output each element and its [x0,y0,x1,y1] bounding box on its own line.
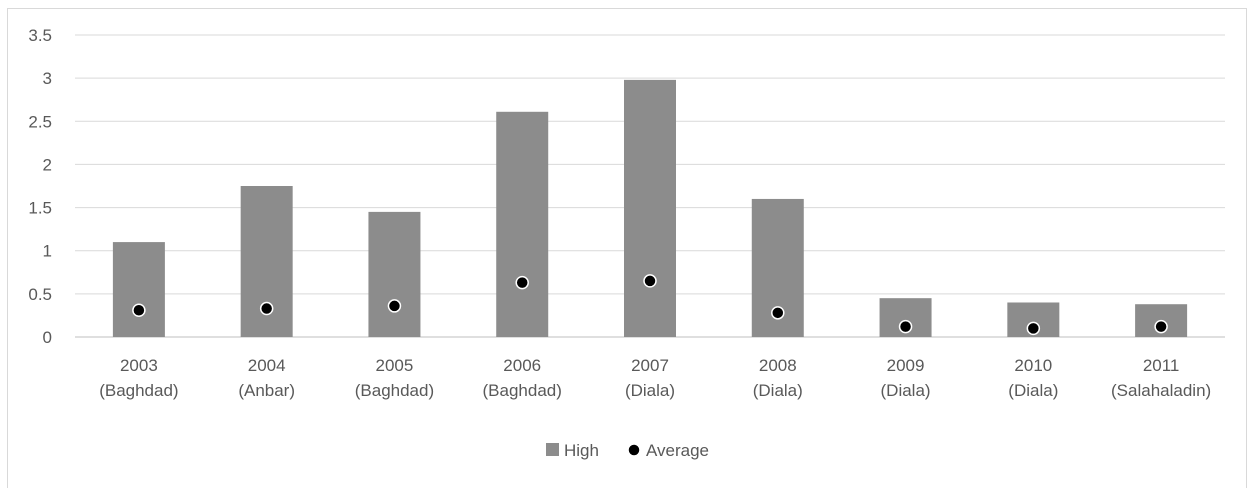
x-tick-label: (Baghdad) [355,381,434,400]
y-tick-label: 2.5 [28,112,52,131]
markers-average [132,274,1168,336]
x-tick-label: 2003 [120,356,158,375]
legend-label-high: High [564,441,599,460]
y-tick-label: 3.5 [28,26,52,45]
bar-high [624,79,676,338]
y-tick-label: 2 [43,155,52,174]
x-tick-label: 2005 [376,356,414,375]
x-tick-label: (Salahaladin) [1111,381,1211,400]
y-tick-label: 1.5 [28,199,52,218]
x-tick-label: (Diala) [753,381,803,400]
y-tick-label: 0.5 [28,285,52,304]
x-tick-label: 2008 [759,356,797,375]
x-tick-label: 2004 [248,356,286,375]
x-tick-label: 2010 [1014,356,1052,375]
marker-average [515,275,529,290]
x-axis-ticks: 2003 (Baghdad) 2004 (Anbar) 2005 (Baghdad) 200… [99,356,1211,400]
x-tick-label: 2006 [503,356,541,375]
marker-average [1026,321,1041,336]
legend-marker-average [627,443,641,457]
marker-average [898,319,913,334]
y-tick-label: 1 [43,242,52,261]
marker-average [771,306,785,320]
marker-average [643,274,657,288]
bar-high [496,111,549,338]
x-tick-label: 2011 [1143,356,1180,375]
legend-swatch-high [546,443,559,456]
x-tick-label: 2009 [887,356,925,375]
bars-high [112,79,1188,338]
legend: High Average [546,441,709,460]
marker-average [132,303,146,318]
y-tick-label: 3 [43,69,52,88]
marker-average [387,299,402,313]
marker-average [259,301,274,316]
x-tick-label: (Diala) [881,381,931,400]
x-tick-label: (Baghdad) [483,381,562,400]
x-tick-label: (Diala) [625,381,675,400]
x-tick-label: (Baghdad) [99,381,178,400]
y-axis-ticks: 0 0.5 1 1.5 2 2.5 3 3.5 [28,26,52,347]
legend-label-average: Average [646,441,709,460]
x-tick-label: (Diala) [1008,381,1058,400]
x-tick-label: (Anbar) [238,381,295,400]
bar-high [112,242,165,337]
x-tick-label: 2007 [631,356,669,375]
bar-high [368,211,421,337]
marker-average [1154,319,1168,334]
y-tick-label: 0 [43,328,52,347]
